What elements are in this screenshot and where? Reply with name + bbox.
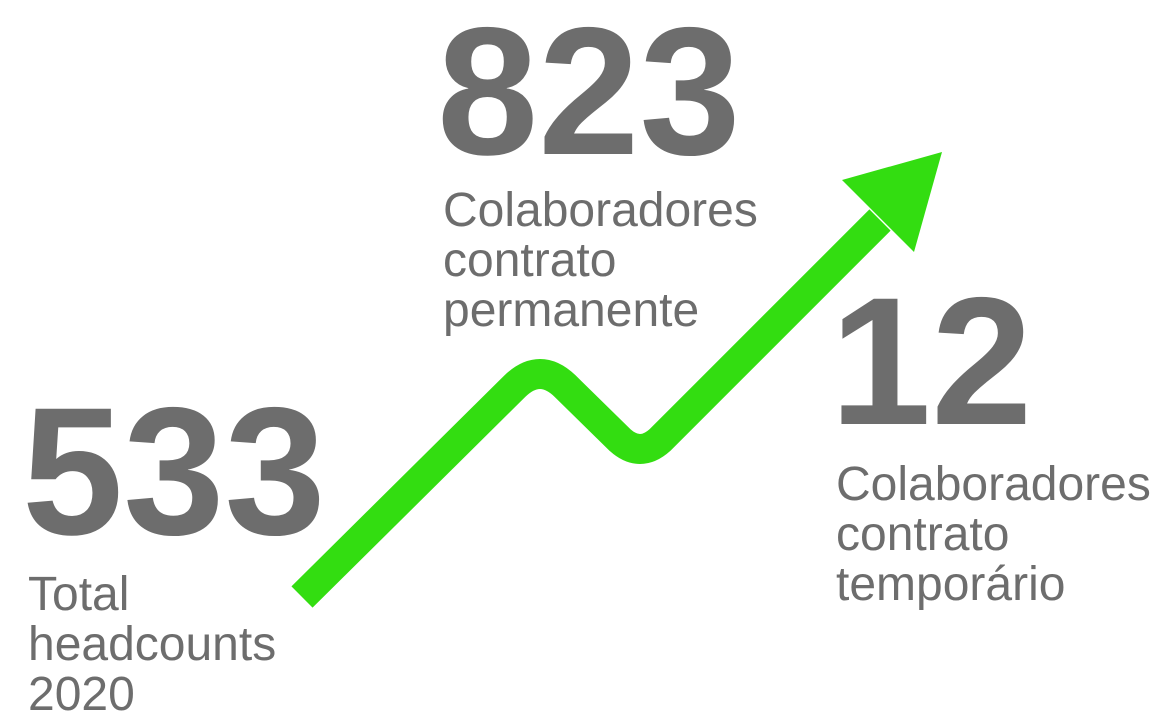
- stat-number: 533: [22, 369, 326, 573]
- stat-label: 2020: [28, 668, 135, 715]
- stat-label: Colaboradores: [836, 458, 1151, 511]
- stat-label: temporário: [836, 558, 1065, 611]
- stat-label: Colaboradores: [443, 184, 758, 237]
- stat-number: 12: [830, 259, 1032, 463]
- stat-label: permanente: [443, 284, 699, 337]
- stat-label: contrato: [443, 234, 616, 287]
- arrow-line: [291, 209, 891, 608]
- stat-label: headcounts: [28, 618, 276, 671]
- stats: 533Totalheadcounts2020823Colaboradoresco…: [22, 0, 1151, 715]
- arrow-head: [842, 152, 942, 252]
- growth-arrow: [291, 152, 942, 608]
- stat-label: Total: [28, 568, 129, 621]
- stat-number: 823: [437, 0, 741, 193]
- stat-label: contrato: [836, 508, 1009, 561]
